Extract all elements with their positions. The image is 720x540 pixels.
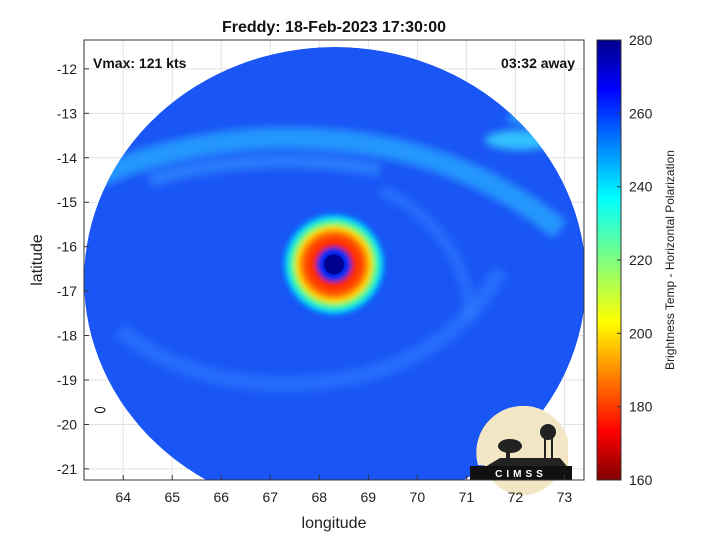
eye	[280, 210, 388, 319]
x-axis-label: longitude	[302, 515, 367, 532]
colorbar-ticks: 160 180 200 220 240 260 280	[617, 32, 653, 488]
colorbar-tick-label: 160	[629, 472, 653, 488]
y-axis: -12 -13 -14 -15 -16 -17 -18 -19 -20 -21	[57, 61, 89, 477]
y-tick-label: -19	[57, 372, 77, 388]
colorbar-tick-label: 280	[629, 32, 653, 48]
swath	[84, 47, 584, 480]
y-tick-label: -17	[57, 283, 77, 299]
colorbar-tick-label: 260	[629, 105, 653, 121]
time-offset-annotation: 03:32 away	[501, 55, 575, 71]
rainband-north	[148, 154, 382, 187]
x-tick-label: 66	[213, 489, 229, 505]
rainband-outer	[84, 127, 568, 239]
x-tick-label: 71	[459, 489, 475, 505]
y-tick-label: -13	[57, 105, 77, 121]
y-tick-label: -16	[57, 239, 77, 255]
x-tick-label: 72	[508, 489, 524, 505]
x-tick-label: 69	[361, 489, 377, 505]
x-axis: 64 65 66 67 68 69 70 71 72 73	[115, 475, 572, 505]
y-tick-label: -21	[57, 461, 77, 477]
y-tick-label: -18	[57, 328, 77, 344]
colorbar-tick-label: 240	[629, 179, 653, 195]
chart-title: Freddy: 18-Feb-2023 17:30:00	[222, 19, 446, 36]
x-tick-label: 65	[164, 489, 180, 505]
colorbar-tick-label: 200	[629, 325, 653, 341]
x-tick-label: 70	[410, 489, 426, 505]
y-tick-label: -14	[57, 150, 77, 166]
island-outline	[94, 407, 106, 413]
y-tick-label: -20	[57, 416, 77, 432]
axes-frame	[83, 39, 585, 481]
colorbar-label: Brightness Temp - Horizontal Polarizatio…	[663, 150, 677, 370]
y-axis-label: latitude	[29, 234, 46, 286]
y-tick-label: -12	[57, 61, 77, 77]
colorbar-tick-label: 220	[629, 252, 653, 268]
x-tick-label: 67	[262, 489, 278, 505]
rainband-east	[377, 184, 476, 321]
x-tick-label: 73	[557, 489, 573, 505]
vmax-annotation: Vmax: 121 kts	[93, 55, 187, 71]
x-tick-label: 68	[312, 489, 328, 505]
cimss-logo: CIMSS	[470, 405, 572, 495]
cimss-logo-text: CIMSS	[495, 469, 547, 480]
y-tick-label: -15	[57, 194, 77, 210]
colorbar-tick-label: 180	[629, 399, 653, 415]
x-tick-label: 64	[115, 489, 131, 505]
